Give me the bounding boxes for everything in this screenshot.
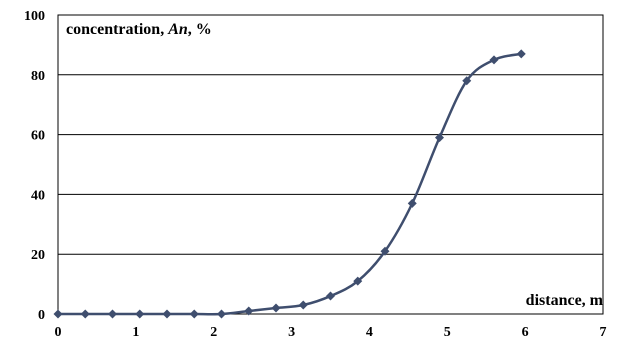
data-point-marker [135, 309, 145, 319]
y-tick-label: 40 [31, 188, 45, 203]
x-tick-label: 4 [366, 325, 373, 340]
data-point-marker [80, 309, 90, 319]
x-tick-label: 5 [444, 325, 451, 340]
data-point-marker [53, 309, 63, 319]
y-tick-label: 20 [31, 248, 45, 263]
y-axis-title-post: , % [188, 21, 212, 38]
x-tick-label: 7 [600, 325, 607, 340]
x-tick-label: 0 [55, 325, 62, 340]
x-axis-title: distance, m [526, 292, 604, 309]
y-tick-label: 100 [24, 9, 45, 24]
data-point-marker [489, 55, 499, 65]
data-point-marker [298, 300, 308, 310]
data-point-marker [353, 276, 363, 286]
data-point-marker [326, 291, 335, 301]
data-point-marker [108, 309, 117, 319]
data-point-marker [435, 133, 444, 143]
series-line [58, 52, 522, 316]
data-point-marker [380, 246, 390, 256]
y-tick-label: 0 [38, 308, 45, 323]
data-point-marker [271, 303, 281, 313]
x-tick-label: 6 [522, 325, 529, 340]
y-axis-title-pre: concentration, [66, 21, 168, 38]
y-axis-title-var: An [167, 21, 188, 38]
data-point-marker [407, 198, 417, 208]
gridlines [57, 14, 604, 315]
data-point-marker [189, 309, 199, 319]
y-tick-labels: 0 20 40 60 80 100 [24, 9, 45, 323]
series-layer [53, 49, 526, 319]
y-axis-title: concentration, An, % [66, 21, 212, 38]
data-point-marker [516, 49, 526, 59]
data-point-marker [162, 309, 172, 319]
x-tick-label: 3 [288, 325, 295, 340]
x-tick-label: 1 [132, 325, 139, 340]
y-tick-label: 60 [31, 129, 45, 144]
plot-frame [57, 14, 604, 315]
data-point-marker [462, 76, 472, 86]
x-tick-labels: 0 1 2 3 4 5 6 7 [55, 325, 607, 340]
data-point-marker [217, 309, 226, 319]
x-tick-label: 2 [210, 325, 217, 340]
y-tick-label: 80 [31, 69, 45, 84]
data-point-marker [244, 306, 254, 316]
